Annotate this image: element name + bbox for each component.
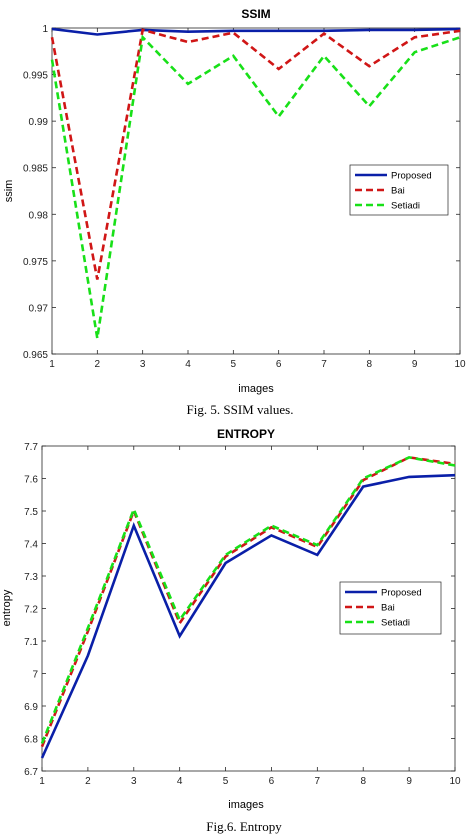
entropy-y-tick-label: 7.5 [24, 507, 38, 518]
entropy-y-tick-label: 7.1 [24, 637, 38, 648]
ssim-chart-title: SSIM [241, 7, 270, 21]
entropy-y-tick-label: 7.7 [24, 442, 38, 453]
ssim-series-bai-line [50, 28, 461, 280]
entropy-y-tick-label: 7.3 [24, 572, 38, 583]
ssim-y-tick-label: 0.975 [23, 257, 48, 268]
ssim-series-setiadi-line [50, 34, 461, 339]
ssim-y-tick-label: 0.995 [23, 71, 48, 82]
entropy-series-setiadi-line [40, 456, 456, 744]
ssim-figure-caption: Fig. 5. SSIM values. [187, 402, 294, 417]
ssim-y-tick-label: 0.985 [23, 164, 48, 175]
entropy-x-tick-label: 4 [177, 776, 183, 787]
ssim-y-tick-label: 0.965 [23, 350, 48, 361]
ssim-y-tick-label: 0.98 [29, 210, 49, 221]
ssim-y-tick-label: 0.97 [29, 303, 49, 314]
entropy-x-tick-label: 8 [360, 776, 366, 787]
entropy-chart-title: ENTROPY [217, 427, 275, 441]
entropy-y-tick-label: 6.7 [24, 767, 38, 778]
ssim-series-proposed-line [51, 27, 461, 36]
entropy-y-tick-label: 6.9 [24, 702, 38, 713]
entropy-legend-label-setiadi: Setiadi [381, 618, 410, 629]
ssim-x-tick-label: 3 [140, 359, 146, 370]
ssim-x-axis-label: images [238, 383, 274, 395]
ssim-legend-label-bai: Bai [391, 186, 405, 197]
entropy-y-tick-label: 7.4 [24, 540, 38, 551]
ssim-x-tick-label: 1 [49, 359, 55, 370]
ssim-y-tick-label: 0.99 [29, 117, 49, 128]
entropy-y-tick-label: 6.8 [24, 735, 38, 746]
entropy-y-tick-label: 7 [32, 670, 38, 681]
ssim-x-tick-label: 8 [367, 359, 373, 370]
entropy-x-tick-label: 10 [449, 776, 461, 787]
ssim-x-tick-label: 10 [454, 359, 466, 370]
entropy-x-tick-label: 5 [223, 776, 229, 787]
ssim-x-tick-label: 5 [231, 359, 237, 370]
entropy-x-tick-label: 6 [269, 776, 275, 787]
entropy-x-tick-label: 3 [131, 776, 137, 787]
entropy-legend-label-bai: Bai [381, 603, 395, 614]
entropy-x-axis-label: images [228, 799, 264, 811]
ssim-x-tick-label: 7 [321, 359, 327, 370]
entropy-series-proposed-line [40, 473, 456, 759]
entropy-x-tick-label: 9 [406, 776, 412, 787]
ssim-y-axis-label: ssim [3, 180, 15, 203]
entropy-x-tick-label: 2 [85, 776, 91, 787]
ssim-x-tick-label: 4 [185, 359, 191, 370]
entropy-y-tick-label: 7.6 [24, 475, 38, 486]
ssim-legend-label-proposed: Proposed [391, 171, 432, 182]
entropy-y-tick-label: 7.2 [24, 605, 38, 616]
ssim-x-tick-label: 9 [412, 359, 418, 370]
entropy-x-tick-label: 7 [315, 776, 321, 787]
entropy-chart: ENTROPY images entropy Fig.6. Entropy 1 2… [1, 427, 461, 834]
entropy-figure-caption: Fig.6. Entropy [206, 819, 282, 834]
ssim-y-tick-label: 1 [42, 24, 48, 35]
ssim-x-tick-label: 2 [95, 359, 101, 370]
entropy-x-tick-label: 1 [39, 776, 45, 787]
entropy-y-axis-label: entropy [1, 589, 13, 626]
ssim-chart: SSIM images ssim Fig. 5. SSIM values. 1 2… [3, 7, 466, 417]
entropy-legend-label-proposed: Proposed [381, 588, 422, 599]
ssim-legend-label-setiadi: Setiadi [391, 201, 420, 212]
ssim-x-tick-label: 6 [276, 359, 282, 370]
